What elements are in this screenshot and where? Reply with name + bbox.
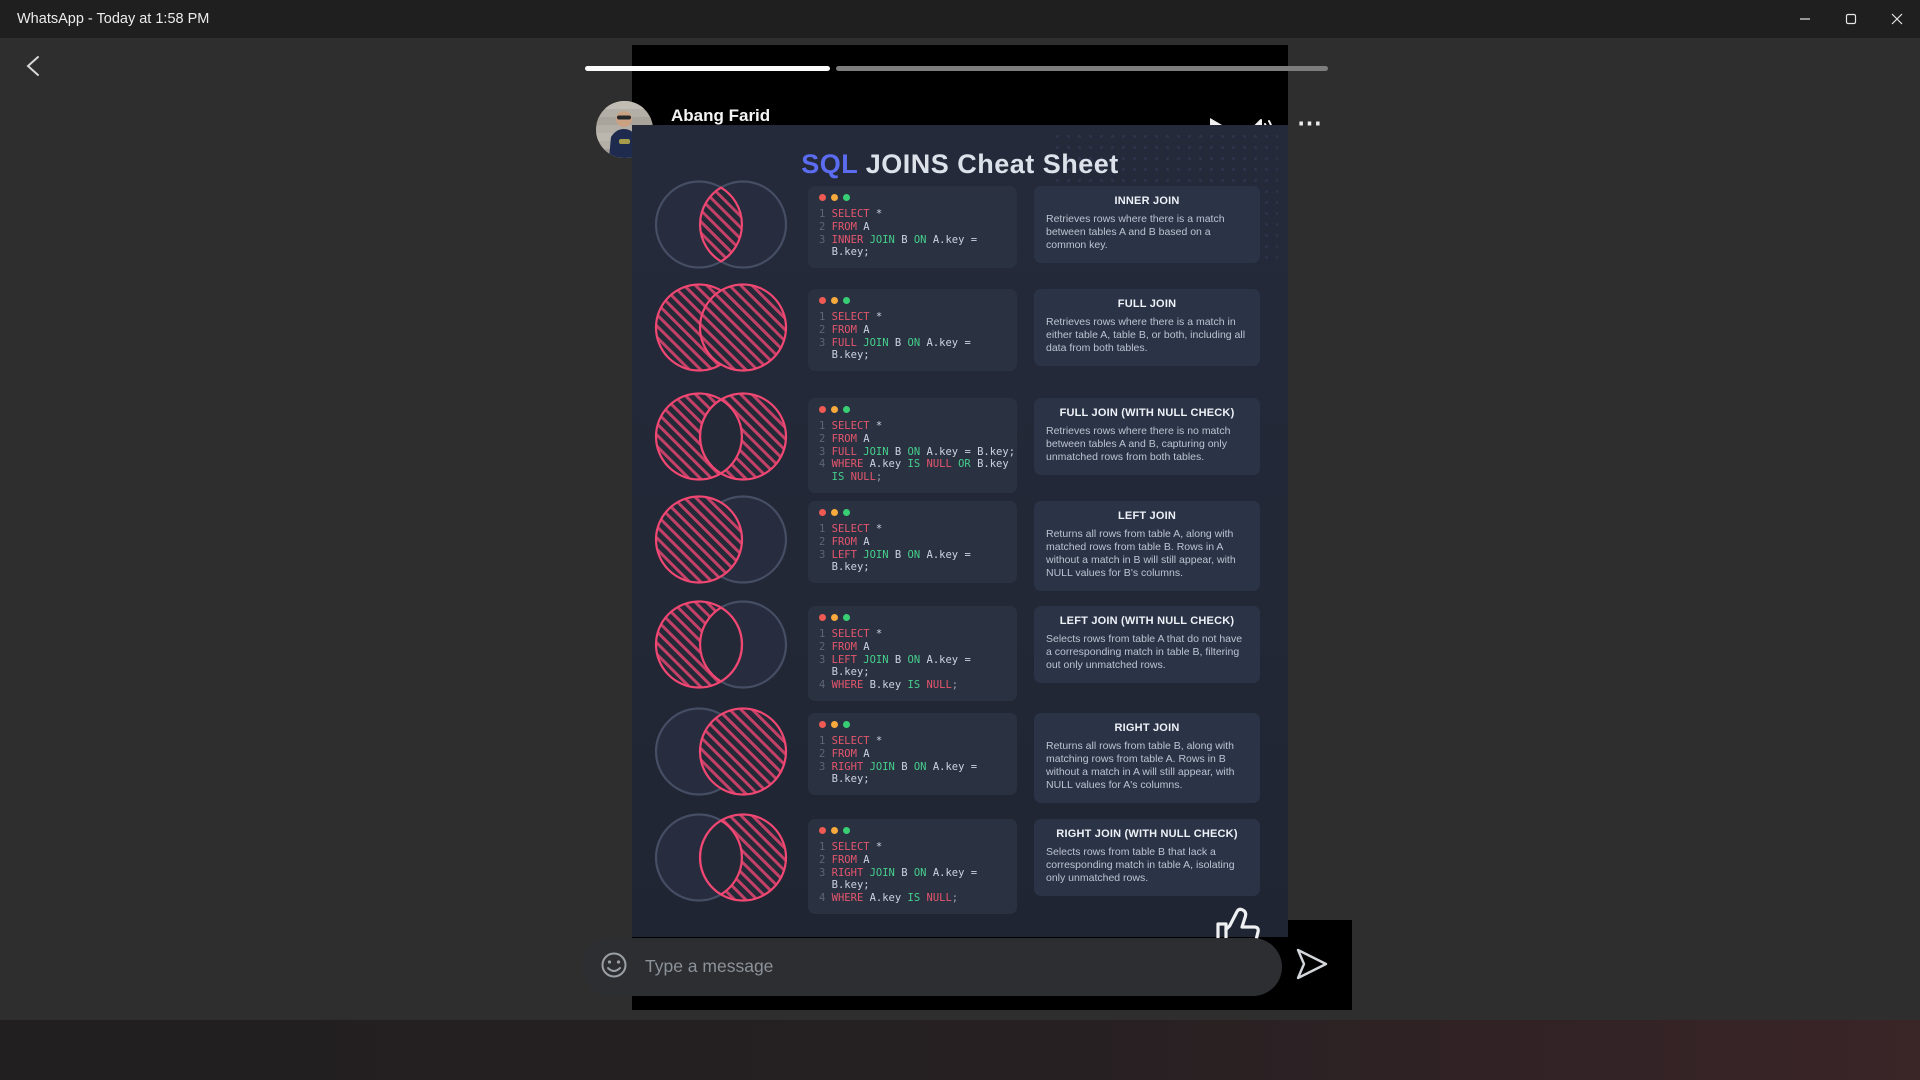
send-icon[interactable] (1292, 944, 1332, 984)
title-bar: WhatsApp - Today at 1:58 PM (0, 0, 1920, 38)
message-input[interactable] (582, 938, 1282, 996)
window-dots-icon (819, 194, 1006, 201)
venn-diagram-left-null (646, 596, 796, 698)
status-image-sql-cheatsheet: SQL JOINS Cheat Sheet 1 SELECT * 2 FROM A… (632, 125, 1288, 937)
minimize-button[interactable] (1782, 0, 1828, 38)
window-dots-icon (819, 297, 1006, 304)
venn-diagram-right (646, 703, 796, 805)
message-placeholder: Type a message (645, 956, 774, 976)
join-description-card: FULL JOIN Retrieves rows where there is a… (1034, 289, 1260, 366)
join-description-card: LEFT JOIN (WITH NULL CHECK) Selects rows … (1034, 606, 1260, 683)
taskbar: 91°F Mostly cloudy Search O L (0, 1020, 1920, 1080)
venn-diagram-inner (646, 176, 796, 278)
status-author-name: Abang Farid (671, 106, 771, 125)
maximize-button[interactable] (1828, 0, 1874, 38)
venn-diagram-right-null (646, 809, 796, 911)
venn-diagram-left (646, 491, 796, 593)
sheet-title: SQL JOINS Cheat Sheet (801, 149, 1119, 179)
window-dots-icon (819, 721, 1006, 728)
status-media-background-ext (1288, 920, 1352, 1010)
back-arrow-icon[interactable] (24, 54, 54, 80)
join-description-card: FULL JOIN (WITH NULL CHECK) Retrieves row… (1034, 398, 1260, 475)
window-dots-icon (819, 509, 1006, 516)
window-dots-icon (819, 827, 1006, 834)
progress-segment-remaining (836, 66, 1328, 71)
close-button[interactable] (1874, 0, 1920, 38)
more-options-icon[interactable]: ⋯ (1297, 109, 1323, 137)
venn-diagram-full (646, 279, 796, 381)
join-description-card: LEFT JOIN Returns all rows from table A, … (1034, 501, 1260, 591)
progress-segment-viewed (585, 66, 830, 71)
window-title: WhatsApp - Today at 1:58 PM (17, 11, 210, 27)
window-dots-icon (819, 406, 1006, 413)
join-description-card: RIGHT JOIN Returns all rows from table B,… (1034, 713, 1260, 803)
venn-diagram-full-null (646, 388, 796, 490)
emoji-icon[interactable] (600, 951, 628, 979)
window-dots-icon (819, 614, 1006, 621)
join-description-card: RIGHT JOIN (WITH NULL CHECK) Selects rows… (1034, 819, 1260, 896)
join-description-card: INNER JOIN Retrieves rows where there is … (1034, 186, 1260, 263)
window-controls (1782, 0, 1920, 38)
